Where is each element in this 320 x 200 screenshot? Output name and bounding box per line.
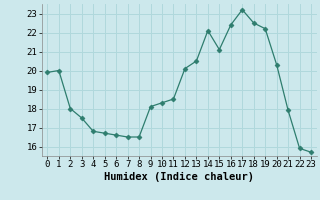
X-axis label: Humidex (Indice chaleur): Humidex (Indice chaleur)	[104, 172, 254, 182]
